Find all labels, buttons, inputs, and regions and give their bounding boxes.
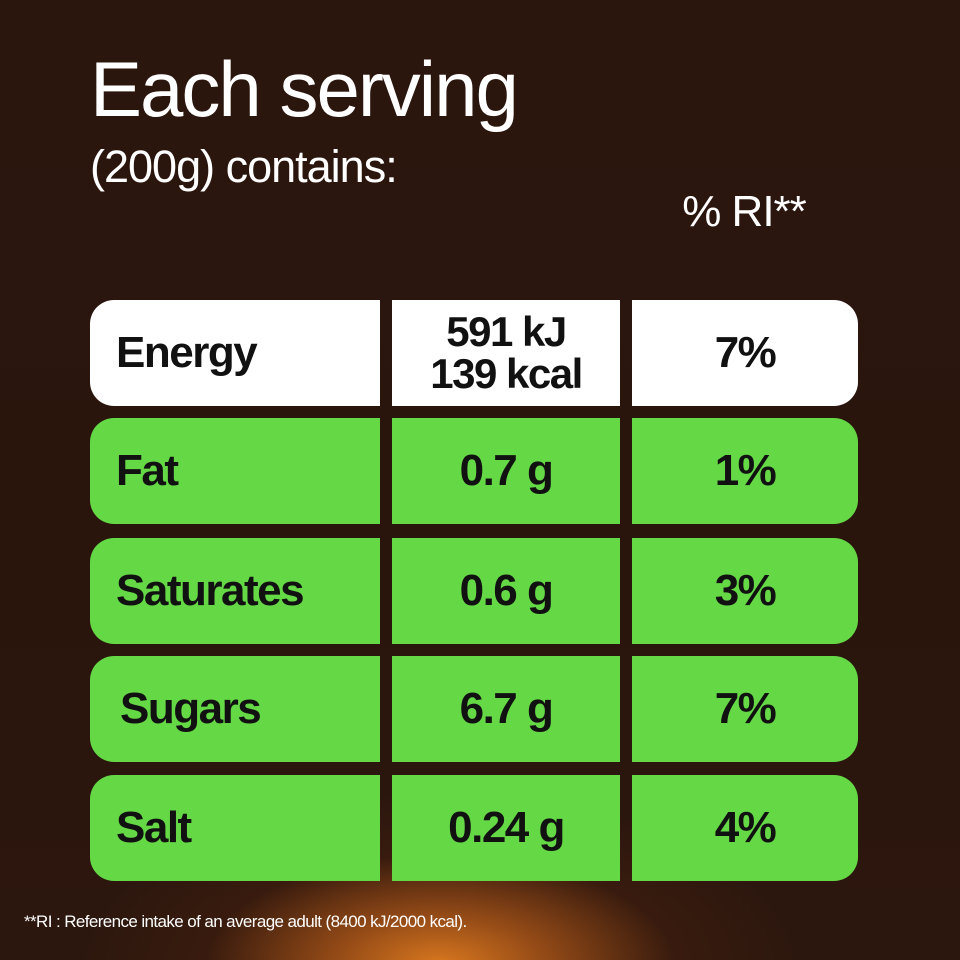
serving-size-subtitle: (200g) contains: (90, 141, 398, 192)
nutrient-amount: 0.6 g (392, 538, 620, 644)
table-row-sugars: Sugars 6.7 g 7% (90, 656, 858, 762)
nutrient-ri-percent: 3% (632, 538, 858, 644)
nutrient-amount: 0.7 g (392, 418, 620, 524)
table-row-energy: Energy 591 kJ 139 kcal 7% (90, 300, 858, 406)
energy-kcal-value: 139 kcal (430, 350, 583, 397)
ri-column-header: % RI** (682, 187, 807, 236)
nutrient-ri-percent: 7% (632, 300, 858, 406)
nutrient-amount: 591 kJ 139 kcal (392, 300, 620, 406)
nutrient-label: Saturates (90, 538, 380, 644)
table-row-fat: Fat 0.7 g 1% (90, 418, 858, 524)
nutrient-ri-percent: 7% (632, 656, 858, 762)
nutrient-amount: 0.24 g (392, 775, 620, 881)
nutrient-ri-percent: 1% (632, 418, 858, 524)
page-title: Each serving (90, 45, 519, 133)
reference-intake-footnote: **RI : Reference intake of an average ad… (24, 912, 467, 931)
table-row-saturates: Saturates 0.6 g 3% (90, 538, 858, 644)
energy-kj-value: 591 kJ (446, 308, 567, 355)
nutrient-label: Salt (90, 775, 380, 881)
nutrient-label: Sugars (90, 656, 380, 762)
nutrient-ri-percent: 4% (632, 775, 858, 881)
nutrient-amount: 6.7 g (392, 656, 620, 762)
nutrient-label: Energy (90, 300, 380, 406)
table-row-salt: Salt 0.24 g 4% (90, 775, 858, 881)
nutrient-label: Fat (90, 418, 380, 524)
